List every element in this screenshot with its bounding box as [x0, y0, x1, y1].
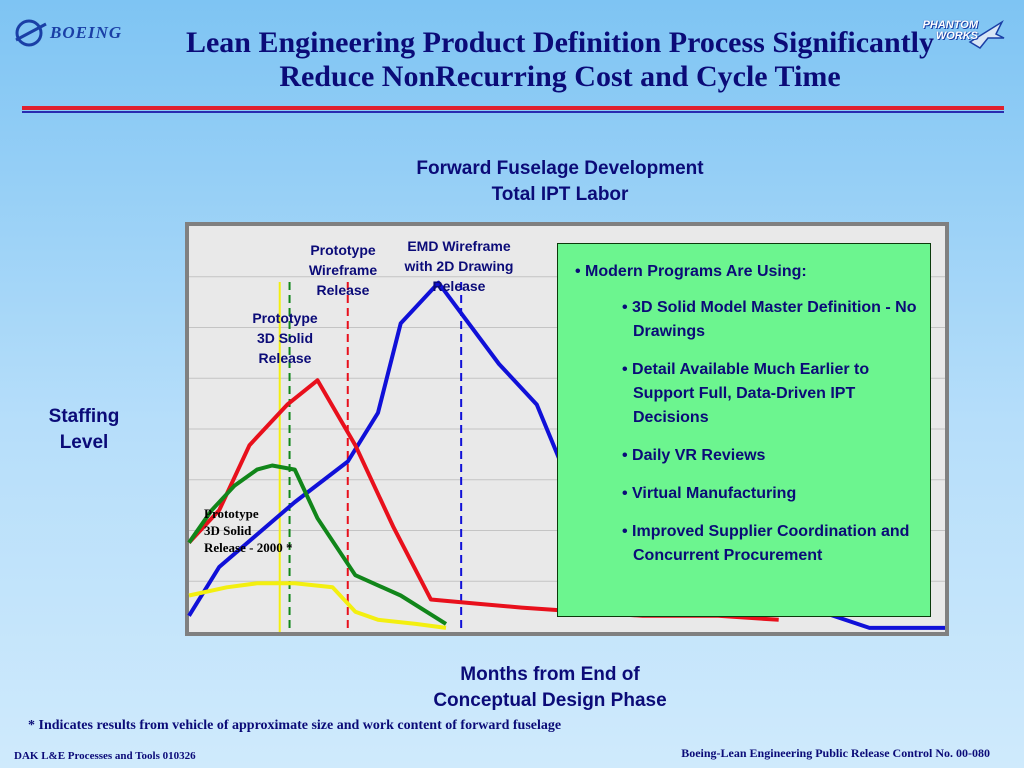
- annotation-2000-line-1: Prototype: [204, 506, 259, 521]
- annotation-emd-wireframe-line-3: Release: [432, 278, 486, 294]
- boeing-wordmark: BOEING: [50, 23, 123, 42]
- x-axis-label-line-2: Conceptual Design Phase: [433, 690, 667, 711]
- annotation-emd-wireframe-line-2: with 2D Drawing: [404, 258, 514, 274]
- callout-heading: • Modern Programs Are Using:: [575, 263, 807, 280]
- callout-item: • Improved Supplier Coordination and Con…: [622, 523, 910, 564]
- x-axis-label: Months from End of Conceptual Design Pha…: [380, 662, 720, 714]
- series-line-2: [187, 463, 448, 626]
- footer-right: Boeing-Lean Engineering Public Release C…: [681, 746, 990, 760]
- chart-title-line-2: Total IPT Labor: [491, 184, 629, 205]
- annotation-emd-wireframe: EMD Wireframe with 2D Drawing Release: [386, 236, 532, 296]
- y-axis-label: Staffing Level: [24, 404, 144, 456]
- series-line-3: [188, 581, 447, 630]
- callout-list: • 3D Solid Model Master Definition - No …: [622, 296, 922, 582]
- modern-programs-callout: • Modern Programs Are Using: • 3D Solid …: [557, 243, 931, 617]
- annotation-2000-line-2: 3D Solid: [204, 523, 252, 538]
- callout-item: • Detail Available Much Earlier to Suppo…: [622, 361, 870, 426]
- x-axis-label-line-1: Months from End of: [460, 664, 640, 685]
- footer-left: DAK L&E Processes and Tools 010326: [14, 750, 196, 762]
- annotation-prototype-wireframe: Prototype Wireframe Release: [290, 240, 396, 300]
- annotation-prototype-3d-solid-line-3: Release: [258, 350, 312, 366]
- y-axis-label-line-2: Level: [59, 432, 109, 453]
- title-line-1: Lean Engineering Product Definition Proc…: [185, 26, 935, 59]
- callout-item: • Daily VR Reviews: [622, 447, 766, 464]
- annotation-prototype-3d-solid-line-2: 3D Solid: [256, 330, 313, 346]
- chart-title: Forward Fuselage Development Total IPT L…: [360, 156, 760, 208]
- title-rule-blue: [22, 111, 1004, 113]
- annotation-prototype-3d-solid-line-1: Prototype: [252, 310, 318, 326]
- title-line-2: Reduce NonRecurring Cost and Cycle Time: [279, 60, 841, 93]
- title-rule-red: [22, 106, 1004, 110]
- annotation-prototype-wireframe-line-1: Prototype: [310, 242, 376, 258]
- callout-item: • Virtual Manufacturing: [622, 485, 797, 502]
- slide-title: Lean Engineering Product Definition Proc…: [130, 26, 990, 94]
- annotation-prototype-wireframe-line-2: Wireframe: [308, 262, 378, 278]
- chart-title-line-1: Forward Fuselage Development: [416, 158, 704, 179]
- boeing-logo-icon: [15, 19, 47, 47]
- footnote: * Indicates results from vehicle of appr…: [28, 718, 562, 733]
- phantom-jet-icon: [968, 19, 1005, 49]
- annotation-2000-line-3: Release - 2000 *: [204, 540, 293, 555]
- y-axis-label-line-1: Staffing: [48, 406, 120, 427]
- phantom-works-wordmark: PHANTOM WORKS: [922, 19, 978, 42]
- annotation-emd-wireframe-line-1: EMD Wireframe: [407, 238, 511, 254]
- callout-item: • 3D Solid Model Master Definition - No …: [622, 299, 917, 340]
- annotation-prototype-3d-solid: Prototype 3D Solid Release: [232, 308, 338, 368]
- annotation-prototype-wireframe-line-3: Release: [316, 282, 370, 298]
- annotation-prototype-3d-solid-2000: Prototype 3D Solid Release - 2000 *: [204, 505, 292, 556]
- boeing-logo: BOEING: [14, 16, 122, 50]
- phantom-works-logo: PHANTOM WORKS: [896, 16, 1006, 56]
